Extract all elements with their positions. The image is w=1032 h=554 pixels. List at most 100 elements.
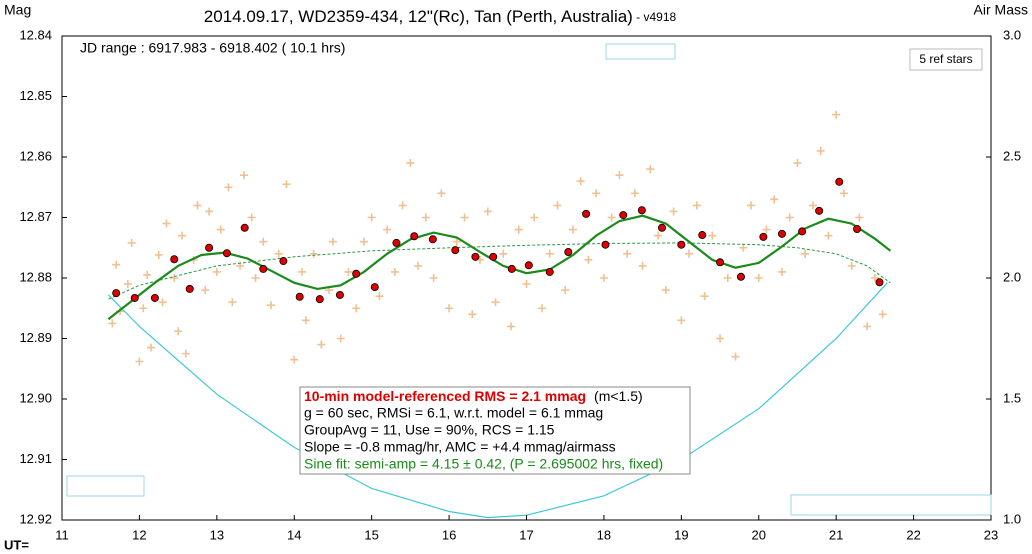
y2-tick-label: 3.0 — [1003, 27, 1021, 42]
info-line: Sine fit: semi-amp = 4.15 ± 0.42, (P = 2… — [304, 456, 663, 472]
group-average — [240, 223, 249, 232]
data-point — [654, 231, 663, 240]
data-point — [359, 237, 368, 246]
data-point — [421, 213, 430, 222]
y2-tick-label: 2.5 — [1003, 148, 1021, 163]
data-point — [824, 231, 833, 240]
group-average — [875, 278, 884, 287]
y-tick-label: 12.92 — [19, 511, 52, 526]
data-point — [855, 213, 864, 222]
data-point — [174, 327, 183, 336]
group-average — [564, 247, 573, 256]
data-point — [259, 237, 268, 246]
data-point — [847, 261, 856, 270]
data-point — [685, 249, 694, 258]
model-line — [108, 242, 891, 300]
y-tick-label: 12.85 — [19, 88, 52, 103]
data-point — [545, 249, 554, 258]
data-point — [870, 274, 879, 282]
group-average — [205, 243, 214, 252]
data-point — [127, 238, 136, 247]
group-average — [392, 238, 401, 247]
data-point — [135, 357, 144, 366]
group-average — [295, 292, 304, 301]
data-point — [777, 267, 786, 276]
data-point — [247, 213, 256, 222]
y-tick-label: 12.91 — [19, 451, 52, 466]
data-point — [452, 237, 461, 246]
group-average — [601, 240, 610, 249]
data-point — [669, 207, 678, 216]
group-average — [637, 206, 646, 215]
group-average — [736, 272, 745, 281]
data-point — [177, 231, 186, 240]
data-point — [731, 352, 740, 361]
group-average — [777, 229, 786, 238]
data-point — [793, 159, 802, 168]
data-point — [147, 343, 156, 352]
data-point — [661, 286, 670, 295]
group-average — [471, 252, 480, 261]
empty-box — [790, 494, 992, 516]
data-point — [615, 171, 624, 180]
data-point — [367, 213, 376, 222]
data-point — [646, 165, 655, 174]
data-point — [553, 201, 562, 210]
data-point — [770, 195, 779, 204]
data-point — [301, 316, 310, 325]
group-average — [370, 283, 379, 292]
data-point — [290, 355, 299, 364]
data-point — [785, 213, 794, 222]
group-average — [279, 257, 288, 266]
data-point — [568, 225, 577, 234]
data-point — [816, 146, 825, 155]
x-tick-label: 14 — [287, 527, 301, 542]
info-line: Slope = -0.8 mmag/hr, AMC = +4.4 mmag/ai… — [304, 439, 616, 455]
group-average — [112, 289, 121, 298]
group-average — [150, 293, 159, 302]
group-average — [582, 209, 591, 218]
data-point — [739, 243, 748, 252]
data-point — [336, 334, 345, 343]
x-tick-label: 16 — [442, 527, 456, 542]
data-point — [584, 255, 593, 264]
data-point — [839, 189, 848, 198]
y-tick-label: 12.84 — [19, 27, 52, 42]
x-tick-label: 22 — [906, 527, 920, 542]
x-tick-label: 15 — [364, 527, 378, 542]
data-point — [317, 340, 326, 349]
data-point — [878, 310, 887, 319]
data-point — [537, 304, 546, 313]
group-average — [352, 269, 361, 278]
info-line: GroupAvg = 11, Use = 90%, RCS = 1.15 — [304, 422, 555, 438]
group-average — [410, 232, 419, 241]
data-point — [205, 207, 214, 216]
y-tick-label: 12.87 — [19, 209, 52, 224]
data-point — [700, 292, 709, 301]
group-average — [677, 240, 686, 249]
data-point — [468, 310, 477, 319]
data-point — [143, 270, 152, 279]
y2-tick-label: 2.0 — [1003, 269, 1021, 284]
data-point — [282, 180, 291, 189]
data-point — [599, 274, 608, 282]
group-average — [451, 246, 460, 255]
data-point — [754, 274, 763, 282]
subtitle: - v4918 — [633, 10, 677, 24]
marks — [107, 110, 892, 519]
data-point — [832, 110, 841, 119]
fit-line — [107, 282, 888, 519]
data-point — [352, 304, 361, 313]
data-point — [162, 219, 171, 228]
group-average — [170, 255, 179, 264]
y-tick-label: 12.86 — [19, 148, 52, 163]
empty-box — [66, 475, 145, 497]
data-point — [638, 261, 647, 270]
x-axis-label: UT= — [4, 537, 29, 552]
y2-tick-label: 1.0 — [1003, 511, 1021, 526]
x-tick-label: 23 — [984, 527, 998, 542]
x-tick-label: 18 — [597, 527, 611, 542]
data-point — [154, 251, 163, 260]
y-tick-label: 12.90 — [19, 390, 52, 405]
group-average — [222, 249, 231, 258]
